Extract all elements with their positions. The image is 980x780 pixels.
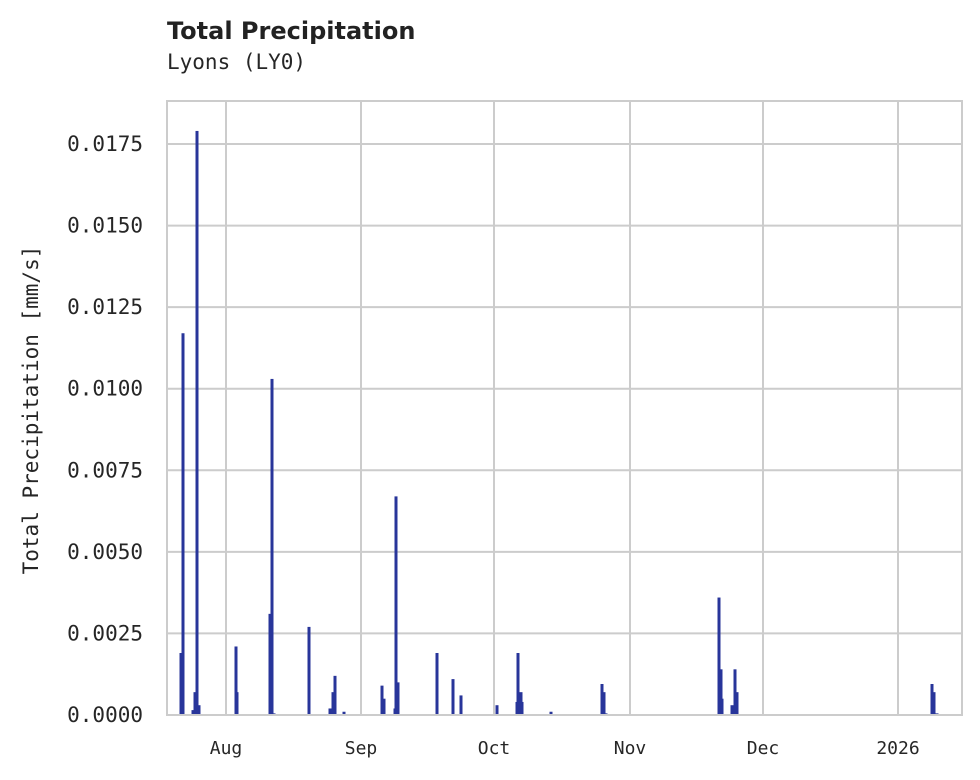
y-tick-label: 0.0125 xyxy=(67,295,143,319)
precipitation-bar xyxy=(193,692,197,715)
precipitation-bar xyxy=(932,692,936,715)
precipitation-bar xyxy=(735,692,739,715)
precipitation-bar xyxy=(516,653,520,715)
precipitation-bar xyxy=(235,692,239,715)
x-tick-label: Oct xyxy=(478,738,511,759)
precipitation-bar xyxy=(382,698,386,715)
precipitation-bar xyxy=(719,669,723,715)
precipitation-bar xyxy=(307,626,311,715)
x-tick-labels: Aug Sep Oct Nov Dec 2026 xyxy=(210,738,920,759)
x-tick-label: Aug xyxy=(210,738,243,759)
precipitation-bar xyxy=(394,496,398,715)
gridlines xyxy=(167,101,962,716)
y-tick-label: 0.0050 xyxy=(67,540,143,564)
precipitation-bars xyxy=(179,130,939,715)
precipitation-bar xyxy=(191,710,195,715)
precipitation-bar xyxy=(435,653,439,715)
precipitation-bar xyxy=(380,685,384,715)
plot-frame xyxy=(166,100,963,716)
precipitation-bar xyxy=(600,684,604,715)
precipitation-bar xyxy=(342,711,346,715)
chart-title: Total Precipitation xyxy=(167,17,416,45)
precipitation-bar xyxy=(549,711,553,715)
precipitation-bar xyxy=(602,692,606,715)
precipitation-bar xyxy=(331,692,335,715)
y-tick-labels: 0.0000 0.0025 0.0050 0.0075 0.0100 0.0125 0.01… xyxy=(67,132,143,727)
precipitation-bar xyxy=(197,705,201,715)
precipitation-bar xyxy=(234,646,238,715)
precipitation-bar xyxy=(520,701,524,715)
y-tick-label: 0.0025 xyxy=(67,621,143,645)
precipitation-bar xyxy=(495,705,499,715)
precipitation-bar xyxy=(179,653,183,715)
precipitation-bar xyxy=(730,705,734,715)
precipitation-bar xyxy=(270,378,274,715)
precipitation-bar xyxy=(733,669,737,715)
x-tick-label: Dec xyxy=(747,738,780,759)
precipitation-bar xyxy=(195,130,199,715)
precipitation-bar xyxy=(396,682,400,715)
y-tick-label: 0.0150 xyxy=(67,214,143,238)
x-tick-label: Sep xyxy=(345,738,378,759)
chart-subtitle: Lyons (LY0) xyxy=(167,50,307,74)
x-tick-label: Nov xyxy=(614,738,647,759)
precipitation-bar xyxy=(333,675,337,715)
y-tick-label: 0.0000 xyxy=(67,703,143,727)
precipitation-bar xyxy=(720,698,724,715)
precipitation-bar xyxy=(459,695,463,715)
x-tick-label: 2026 xyxy=(876,738,919,759)
precipitation-bar xyxy=(268,613,272,715)
y-tick-label: 0.0175 xyxy=(67,132,143,156)
precipitation-bar xyxy=(181,333,185,715)
y-tick-label: 0.0075 xyxy=(67,458,143,482)
precipitation-bar xyxy=(930,684,934,715)
y-tick-label: 0.0100 xyxy=(67,377,143,401)
precipitation-bar xyxy=(451,679,455,715)
precipitation-bar xyxy=(717,597,721,715)
precipitation-bar xyxy=(328,708,332,715)
